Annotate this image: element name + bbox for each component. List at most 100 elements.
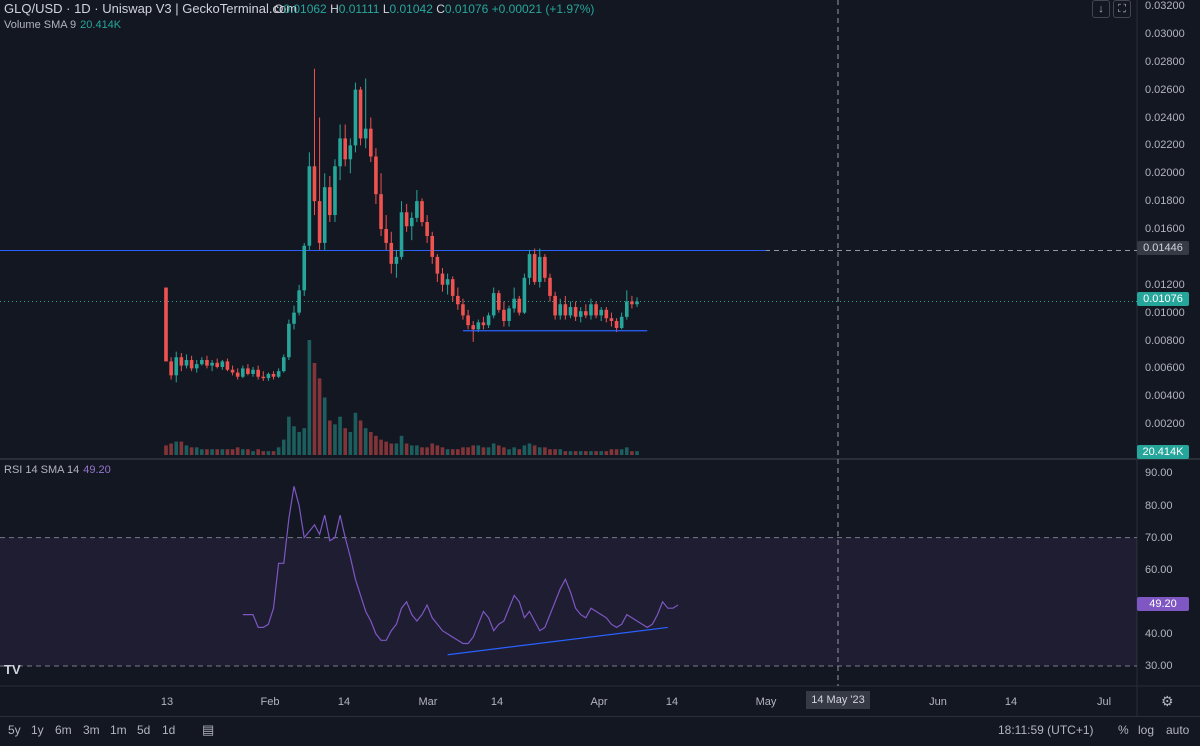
volume-bar: [532, 445, 537, 455]
volume-bar: [215, 449, 219, 455]
candle-body: [194, 364, 199, 369]
candle-body: [322, 187, 327, 243]
volume-bar: [205, 449, 209, 455]
volume-bar: [317, 378, 322, 455]
range-button-1y[interactable]: 1y: [31, 723, 44, 737]
candle-body: [246, 368, 250, 374]
rsi-tick: 70.00: [1145, 531, 1173, 544]
price-tick: 0.00200: [1145, 418, 1185, 431]
candle-body: [625, 301, 629, 317]
volume-legend-value: 20.414K: [80, 19, 122, 31]
candle-body: [573, 307, 578, 317]
high-value: 0.01111: [338, 2, 380, 16]
volume-bar: [558, 449, 563, 455]
candle-body: [502, 309, 506, 321]
volume-bar: [568, 451, 573, 455]
price-tick: 0.02200: [1145, 139, 1185, 152]
volume-bar: [241, 449, 245, 455]
volume-bar: [594, 451, 598, 455]
candle-body: [614, 320, 619, 328]
range-button-1m[interactable]: 1m: [110, 723, 127, 737]
range-button-3m[interactable]: 3m: [83, 723, 100, 737]
fullscreen-icon[interactable]: ⛶: [1113, 0, 1131, 18]
time-tick: 14: [337, 696, 351, 708]
price-tick: 0.00800: [1145, 334, 1185, 347]
time-tick: 14: [490, 696, 504, 708]
open-value: 0.01062: [283, 2, 327, 16]
volume-bar: [287, 416, 291, 455]
log-toggle[interactable]: log: [1138, 723, 1155, 737]
volume-bar: [548, 449, 552, 455]
volume-bar: [589, 451, 593, 455]
volume-bar: [450, 449, 455, 455]
candle-body: [609, 318, 614, 321]
volume-bar: [353, 412, 358, 455]
volume-bar: [399, 435, 404, 455]
candle-body: [200, 360, 204, 365]
volume-bar: [312, 363, 317, 455]
rsi-tick: 40.00: [1145, 627, 1173, 640]
candle-body: [374, 156, 378, 195]
volume-bar: [230, 449, 235, 455]
volume-bar: [456, 449, 460, 455]
candle-body: [456, 295, 460, 305]
volume-bar: [563, 451, 568, 455]
price-tick: 0.01000: [1145, 306, 1185, 319]
volume-bar: [261, 451, 266, 455]
candle-body: [215, 362, 219, 367]
price-tick: 0.02600: [1145, 83, 1185, 96]
calendar-range-icon[interactable]: ▤: [202, 722, 215, 737]
candle-body: [486, 315, 491, 326]
candle-body: [522, 277, 527, 313]
candle-body: [563, 304, 568, 316]
volume-bar: [338, 416, 342, 455]
volume-bar: [358, 420, 363, 455]
volume-bar: [169, 443, 173, 455]
volume-bar: [425, 447, 429, 455]
rsi-trend-line: [447, 626, 668, 656]
volume-bar: [435, 445, 440, 455]
volume-bar: [343, 428, 347, 455]
range-button-5d[interactable]: 5d: [137, 723, 151, 737]
candle-body: [619, 316, 624, 328]
candle-body: [302, 245, 307, 291]
volume-bar: [256, 449, 260, 455]
volume-bar: [553, 449, 557, 455]
candle-body: [497, 293, 501, 310]
time-tick: Jun: [929, 696, 947, 708]
volume-bar: [179, 441, 184, 455]
volume-bar: [292, 426, 296, 455]
volume-bar: [394, 443, 399, 455]
candle-body: [404, 212, 409, 227]
volume-bar: [404, 443, 409, 455]
volume-legend[interactable]: Volume SMA 9 20.414K: [4, 19, 121, 31]
volume-bar: [409, 445, 414, 455]
percent-toggle[interactable]: %: [1118, 723, 1129, 737]
rsi-tick: 80.00: [1145, 499, 1173, 512]
range-button-5y[interactable]: 5y: [8, 723, 21, 737]
symbol-title[interactable]: GLQ/USD · 1D · Uniswap V3 | GeckoTermina…: [4, 1, 298, 16]
candle-body: [599, 309, 603, 316]
time-tick: Apr: [590, 696, 608, 708]
price-tick: 0.02800: [1145, 55, 1185, 68]
tradingview-logo[interactable]: TV: [4, 662, 21, 677]
price-tick: 0.02400: [1145, 111, 1185, 124]
range-button-1d[interactable]: 1d: [162, 723, 176, 737]
rsi-legend[interactable]: RSI 14 SMA 14 49.20: [4, 464, 111, 476]
arrow-down-icon[interactable]: ↓: [1092, 0, 1110, 18]
volume-bar: [635, 451, 639, 455]
time-tick: May: [755, 696, 777, 708]
candle-body: [399, 212, 404, 257]
range-button-6m[interactable]: 6m: [55, 723, 72, 737]
candle-body: [164, 287, 168, 362]
auto-toggle[interactable]: auto: [1166, 723, 1190, 737]
candle-body: [251, 369, 255, 374]
candle-body: [435, 256, 440, 274]
time-tick: 14: [1004, 696, 1018, 708]
candle-body: [420, 201, 424, 223]
volume-bar: [599, 451, 603, 455]
volume-bar: [328, 420, 332, 455]
gear-icon[interactable]: ⚙: [1161, 693, 1174, 709]
